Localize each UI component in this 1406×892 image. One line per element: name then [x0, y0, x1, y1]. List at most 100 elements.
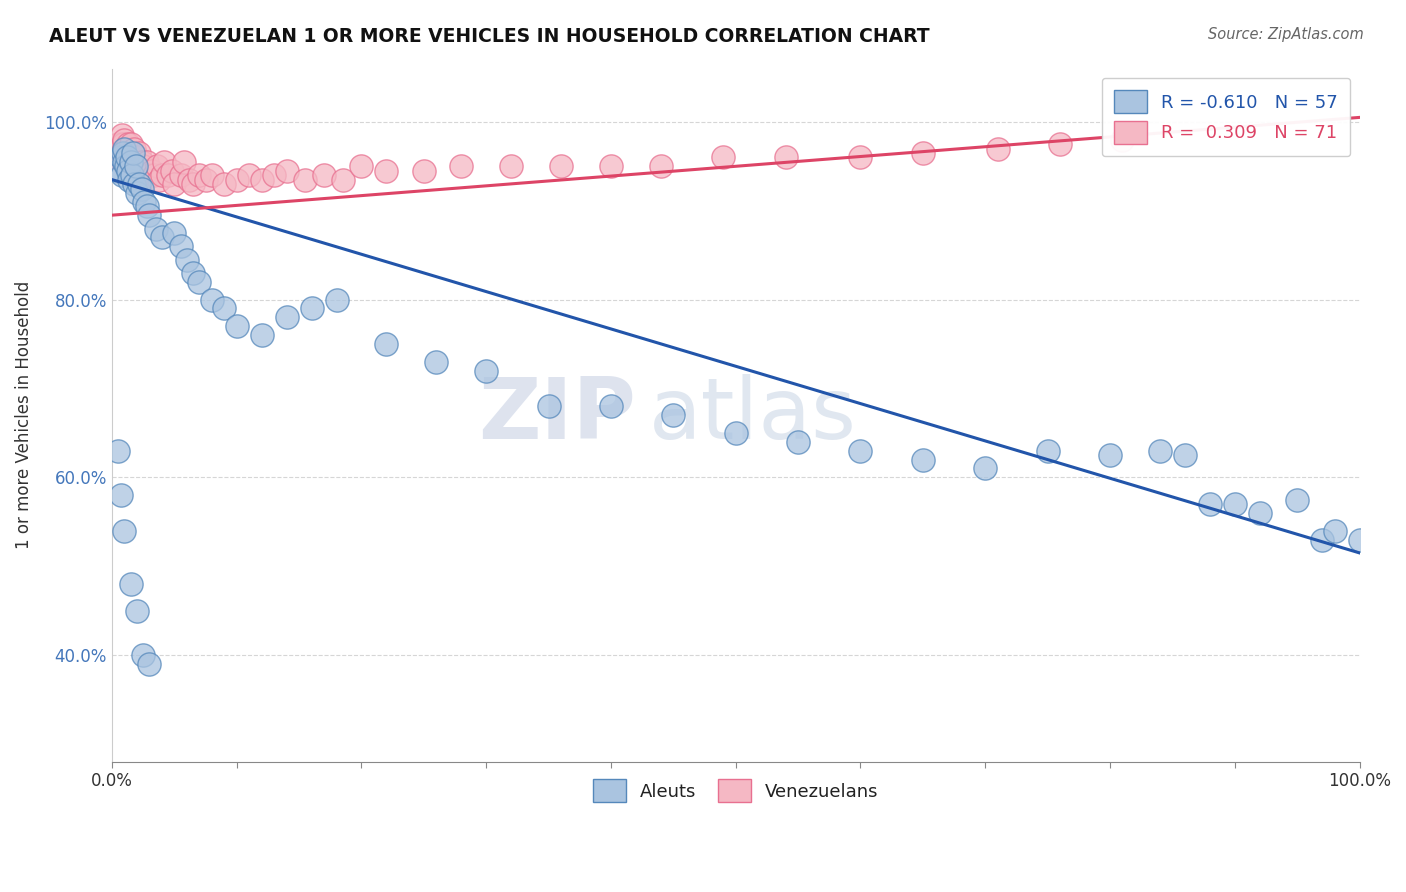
Point: [125, 604, 148, 618]
Point: [176, 252, 198, 267]
Point: [128, 145, 150, 160]
Point: [911, 145, 934, 160]
Point: [138, 168, 160, 182]
Point: [787, 434, 810, 449]
Point: [143, 168, 166, 182]
Text: ALEUT VS VENEZUELAN 1 OR MORE VEHICLES IN HOUSEHOLD CORRELATION CHART: ALEUT VS VENEZUELAN 1 OR MORE VEHICLES I…: [49, 27, 929, 45]
Point: [125, 150, 148, 164]
Point: [112, 145, 135, 160]
Point: [194, 172, 217, 186]
Point: [141, 163, 163, 178]
Point: [115, 150, 138, 164]
Point: [450, 159, 472, 173]
Point: [108, 152, 131, 166]
Point: [332, 172, 354, 186]
Point: [775, 150, 797, 164]
Point: [114, 159, 136, 173]
Point: [117, 152, 139, 166]
Point: [212, 301, 235, 316]
Point: [169, 168, 191, 182]
Point: [1111, 133, 1133, 147]
Point: [125, 186, 148, 200]
Point: [135, 163, 157, 178]
Point: [662, 408, 685, 422]
Point: [111, 168, 134, 182]
Point: [124, 159, 146, 173]
Point: [117, 163, 139, 178]
Point: [263, 168, 285, 182]
Point: [107, 163, 129, 178]
Point: [711, 150, 734, 164]
Point: [110, 488, 132, 502]
Point: [114, 141, 136, 155]
Point: [111, 145, 134, 160]
Point: [212, 177, 235, 191]
Point: [148, 172, 170, 186]
Point: [129, 163, 152, 178]
Point: [163, 226, 186, 240]
Point: [107, 137, 129, 152]
Point: [849, 443, 872, 458]
Point: [112, 137, 135, 152]
Point: [153, 154, 176, 169]
Point: [131, 181, 153, 195]
Point: [135, 199, 157, 213]
Point: [188, 168, 211, 182]
Point: [375, 163, 398, 178]
Point: [501, 159, 523, 173]
Point: [1310, 533, 1333, 547]
Point: [250, 172, 273, 186]
Point: [114, 150, 136, 164]
Point: [111, 128, 134, 143]
Point: [849, 150, 872, 164]
Point: [112, 154, 135, 169]
Point: [650, 159, 672, 173]
Point: [120, 154, 142, 169]
Point: [276, 163, 298, 178]
Point: [114, 141, 136, 155]
Point: [114, 154, 136, 169]
Point: [1049, 137, 1071, 152]
Point: [911, 452, 934, 467]
Point: [134, 194, 156, 209]
Point: [138, 208, 160, 222]
Point: [124, 154, 146, 169]
Point: [114, 133, 136, 147]
Point: [276, 310, 298, 325]
Point: [127, 159, 149, 173]
Point: [301, 301, 323, 316]
Point: [117, 137, 139, 152]
Point: [550, 159, 572, 173]
Point: [122, 145, 145, 160]
Point: [188, 275, 211, 289]
Point: [160, 163, 183, 178]
Point: [225, 172, 247, 186]
Point: [132, 159, 155, 173]
Point: [1098, 448, 1121, 462]
Point: [105, 150, 128, 164]
Point: [425, 355, 447, 369]
Point: [120, 154, 142, 169]
Point: [225, 319, 247, 334]
Point: [179, 172, 201, 186]
Point: [974, 461, 997, 475]
Point: [114, 159, 136, 173]
Point: [122, 159, 145, 173]
Point: [118, 150, 141, 164]
Point: [312, 168, 335, 182]
Point: [110, 150, 132, 164]
Point: [138, 657, 160, 671]
Point: [110, 141, 132, 155]
Point: [1348, 533, 1371, 547]
Point: [128, 177, 150, 191]
Point: [375, 337, 398, 351]
Point: [1149, 443, 1171, 458]
Point: [114, 524, 136, 538]
Point: [1198, 497, 1220, 511]
Point: [124, 177, 146, 191]
Point: [600, 159, 623, 173]
Point: [1286, 492, 1309, 507]
Point: [325, 293, 347, 307]
Point: [201, 168, 224, 182]
Point: [475, 364, 498, 378]
